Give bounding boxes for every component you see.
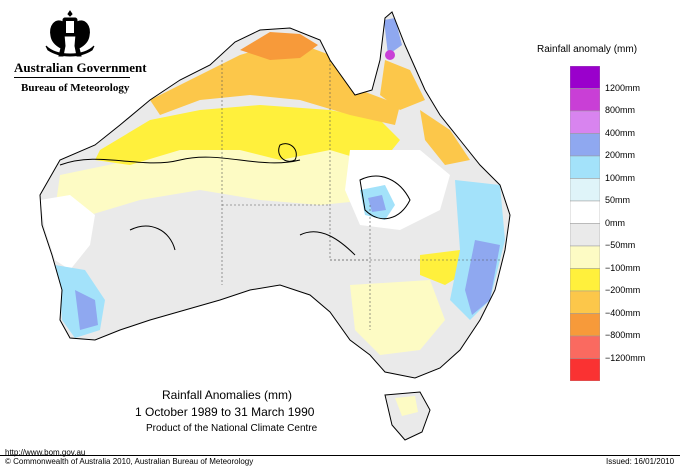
legend-swatch: [570, 313, 600, 337]
map-period: 1 October 1989 to 31 March 1990: [135, 405, 315, 419]
issued-date: Issued: 16/01/2010: [606, 457, 675, 466]
anomaly-patch-minus400: [380, 60, 425, 110]
anomaly-patch-plus800: [385, 50, 395, 60]
legend-label: −1200mm: [605, 352, 646, 363]
legend-label: −100mm: [605, 262, 641, 273]
legend-swatch: [570, 358, 600, 381]
org-name: Australian Government: [14, 60, 147, 75]
anomaly-band-minus800: [240, 32, 318, 60]
legend-swatch: [570, 335, 600, 359]
legend-swatch: [570, 178, 600, 202]
legend-label: 1200mm: [605, 82, 641, 93]
map-title: Rainfall Anomalies (mm): [162, 388, 293, 402]
legend-swatch: [570, 88, 600, 112]
anomaly-patch-minus100: [350, 280, 445, 355]
legend-swatch: [570, 133, 600, 157]
legend-label: 0mm: [605, 217, 625, 228]
logo-divider: [14, 77, 130, 78]
zero-contours: [59, 143, 411, 256]
legend-swatch: [570, 110, 600, 134]
legend-label: 400mm: [605, 127, 636, 138]
legend-label: −200mm: [605, 285, 641, 295]
anomaly-band-minus200: [95, 105, 400, 165]
anomaly-patch-zero: [40, 195, 95, 270]
map-product-credit: Product of the National Climate Centre: [146, 423, 318, 434]
anomaly-patch-minus200: [420, 110, 470, 165]
bom-url-link[interactable]: http://www.bom.gov.au: [5, 448, 86, 457]
tasmania-fill: [384, 391, 431, 441]
legend-label: 100mm: [605, 172, 636, 183]
coat-of-arms-icon: [45, 10, 95, 57]
legend-label: −50mm: [605, 240, 636, 250]
bureau-name: Bureau of Meteorology: [21, 82, 130, 94]
anomaly-band-minus400: [150, 40, 400, 125]
legend-title: Rainfall anomaly (mm): [537, 44, 638, 55]
footer-divider: [0, 455, 680, 456]
legend-swatch: [570, 155, 600, 179]
legend-label: 50mm: [605, 195, 631, 205]
legend-swatch: [570, 200, 600, 224]
legend-swatch: [570, 223, 600, 247]
legend-label: 200mm: [605, 150, 636, 160]
legend-swatch: [570, 268, 600, 292]
copyright-notice: © Commonwealth of Australia 2010, Austra…: [5, 457, 254, 466]
legend-swatch: [570, 245, 600, 269]
anomaly-patch-plus200: [75, 290, 98, 330]
anomaly-patch-plus200: [368, 195, 386, 212]
state-borders: [221, 60, 500, 330]
tasmania-patch-minus50: [395, 396, 418, 416]
legend-label: −400mm: [605, 307, 641, 318]
legend-swatch: [570, 290, 600, 314]
anomaly-patch-plus400: [384, 18, 402, 55]
legend-swatch: [570, 66, 600, 89]
legend-label: −800mm: [605, 330, 641, 340]
legend-label: 800mm: [605, 105, 636, 115]
legend-colorbar: [570, 66, 600, 381]
anomaly-strip-plus200: [465, 240, 500, 315]
